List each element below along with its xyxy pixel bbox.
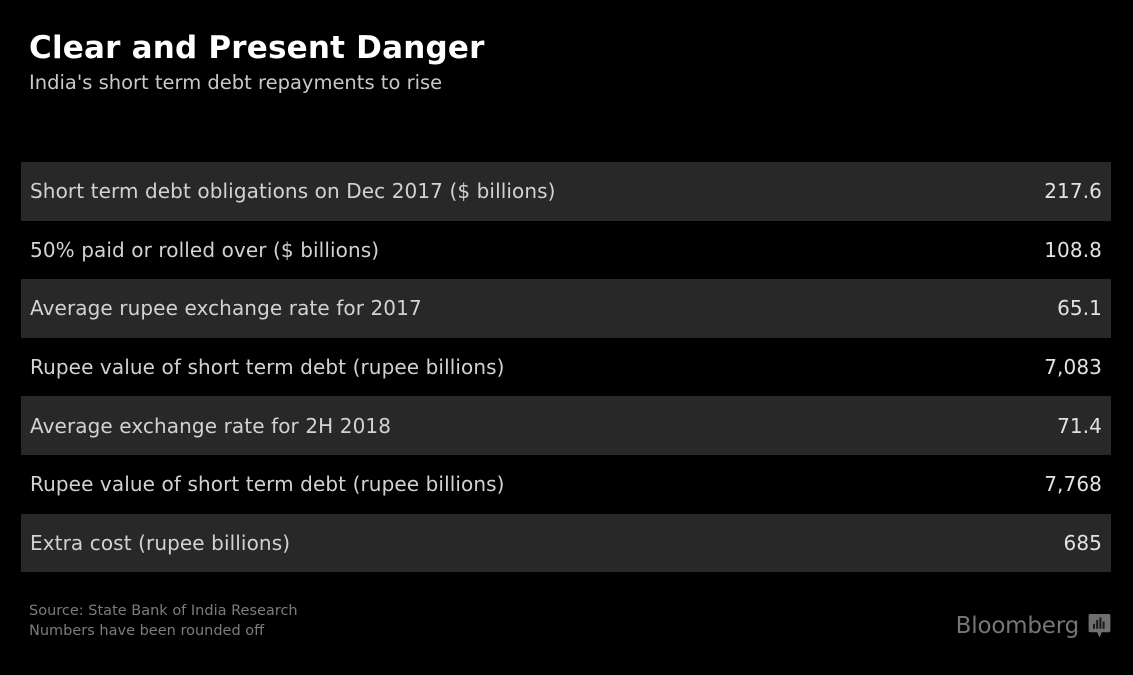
table-row-value: 685 — [1063, 530, 1102, 555]
table-row-label: Average exchange rate for 2H 2018 — [30, 413, 392, 438]
page-subtitle: India's short term debt repayments to ri… — [29, 71, 443, 94]
page-title: Clear and Present Danger — [29, 30, 485, 66]
table-row-value: 7,768 — [1044, 472, 1102, 497]
data-table: Short term debt obligations on Dec 2017 … — [21, 162, 1111, 573]
table-row-value: 65.1 — [1057, 296, 1102, 321]
source-line-1: Source: State Bank of India Research — [29, 603, 298, 619]
bloomberg-badge-icon — [1088, 614, 1111, 638]
table-row: Short term debt obligations on Dec 2017 … — [21, 162, 1111, 221]
table-row-label: Rupee value of short term debt (rupee bi… — [30, 355, 505, 380]
table-row-label: Average rupee exchange rate for 2017 — [30, 296, 422, 321]
table-row-value: 71.4 — [1057, 413, 1102, 438]
table-row: Extra cost (rupee billions) 685 — [21, 513, 1111, 573]
table-row: 50% paid or rolled over ($ billions) 108.… — [21, 220, 1111, 280]
table-row: Average rupee exchange rate for 2017 65.1 — [21, 279, 1111, 338]
table-row-label: Short term debt obligations on Dec 2017 … — [30, 179, 556, 204]
bloomberg-logo: Bloomberg — [956, 613, 1111, 641]
table-row: Rupee value of short term debt (rupee bi… — [21, 454, 1111, 514]
footer: Source: State Bank of India Research Num… — [29, 601, 1111, 641]
table-row-label: 50% paid or rolled over ($ billions) — [30, 237, 380, 262]
table-row-label: Rupee value of short term debt (rupee bi… — [30, 472, 505, 497]
table-row-value: 7,083 — [1044, 355, 1102, 380]
table-row: Rupee value of short term debt (rupee bi… — [21, 337, 1111, 397]
table-row-value: 217.6 — [1044, 179, 1102, 204]
brand-name-label: Bloomberg — [955, 613, 1080, 639]
header: Clear and Present Danger India's short t… — [29, 28, 1109, 96]
table-row-value: 108.8 — [1044, 237, 1102, 262]
source-note: Source: State Bank of India Research Num… — [29, 601, 298, 641]
table-row-label: Extra cost (rupee billions) — [30, 530, 291, 555]
source-line-2: Numbers have been rounded off — [29, 623, 265, 639]
table-row: Average exchange rate for 2H 2018 71.4 — [21, 396, 1111, 455]
